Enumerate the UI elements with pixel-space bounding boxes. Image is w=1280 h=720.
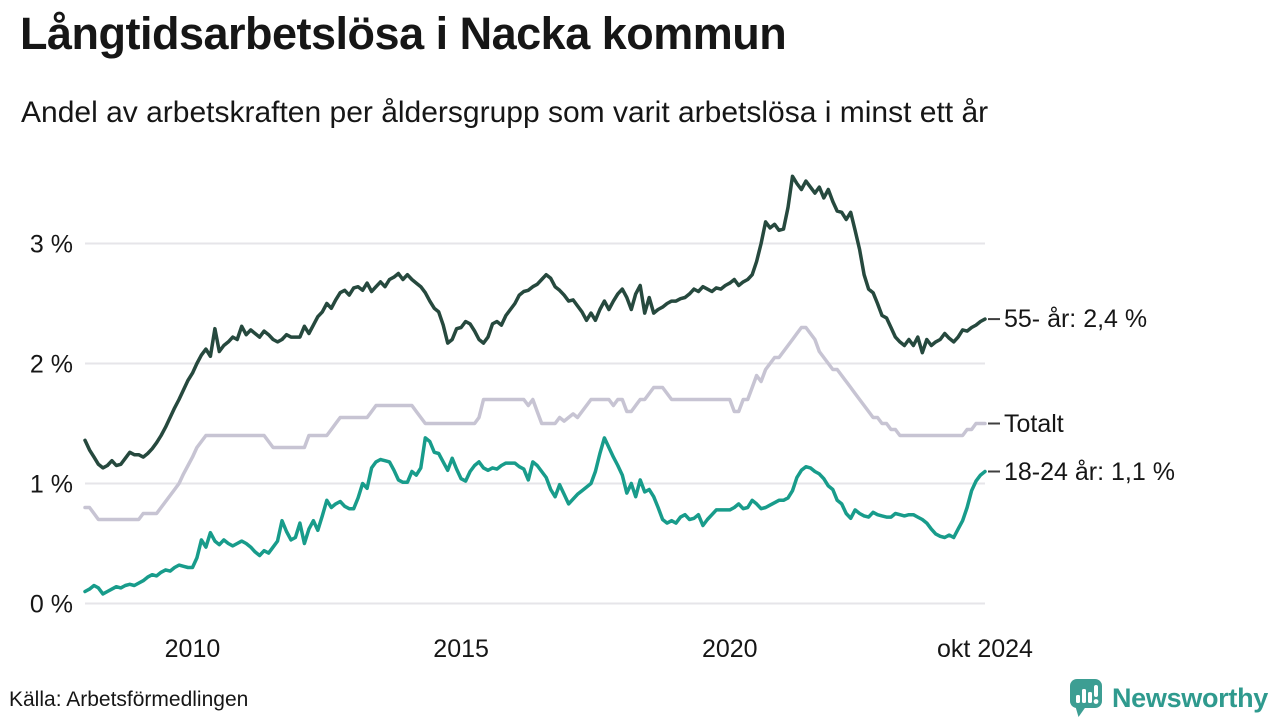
series-line-55--år <box>83 174 987 470</box>
y-tick-label: 2 % <box>30 351 73 379</box>
chart-title: Långtidsarbetslösa i Nacka kommun <box>20 8 787 59</box>
series-lines <box>83 174 987 596</box>
series-label-Totalt: Totalt <box>1004 409 1064 438</box>
y-axis-tick-labels: 0 % 1 % 2 % 3 % <box>30 231 73 619</box>
newsworthy-wordmark: Newsworthy <box>1111 682 1268 713</box>
x-tick-label: 2015 <box>433 635 489 663</box>
y-tick-label: 1 % <box>30 471 73 499</box>
series-label-18-24-år: 18-24 år: 1,1 % <box>1004 457 1175 486</box>
series-line-18-24-år <box>83 436 987 596</box>
series-line-Totalt <box>83 325 987 522</box>
x-tick-label: 2010 <box>165 635 221 663</box>
x-axis-tick-labels: 2010 2015 2020 okt 2024 <box>165 635 1033 663</box>
newsworthy-logo: Newsworthy <box>1068 678 1268 718</box>
chart-subtitle: Andel av arbetskraften per åldersgrupp s… <box>21 96 989 129</box>
y-tick-label: 0 % <box>30 591 73 619</box>
source-note: Källa: Arbetsförmedlingen <box>9 688 249 711</box>
series-label-55--år: 55- år: 2,4 % <box>1004 305 1148 334</box>
series-label-ticks <box>988 318 1000 473</box>
gridlines <box>85 242 985 605</box>
newsworthy-icon <box>1069 679 1102 717</box>
y-tick-label: 3 % <box>30 231 73 259</box>
x-tick-label: 2020 <box>702 635 758 663</box>
x-tick-label: okt 2024 <box>937 635 1033 663</box>
